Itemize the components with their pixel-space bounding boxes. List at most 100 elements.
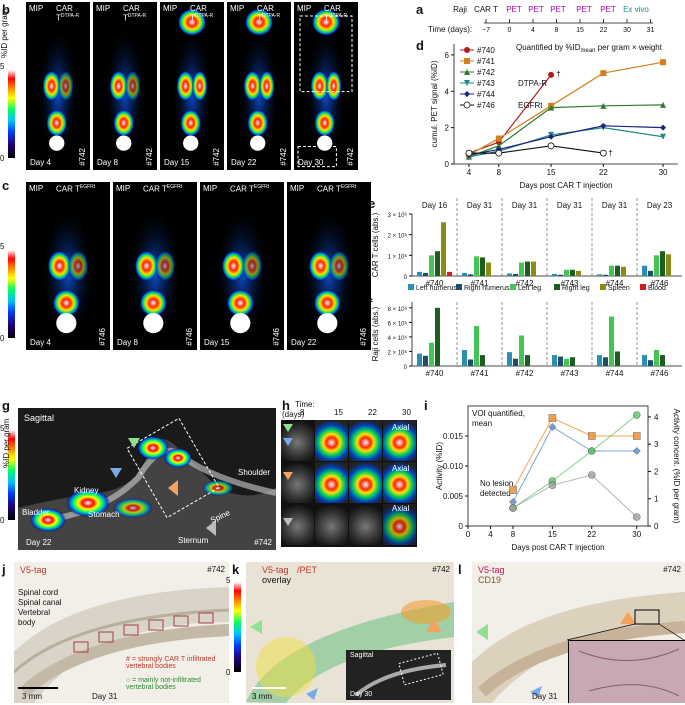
axial-cell-1-2 — [349, 462, 382, 503]
i-point-0-3 — [632, 432, 641, 440]
colorbar-b — [8, 70, 15, 158]
e-day-4: Day 31 — [602, 201, 628, 210]
d-legend-text-2: #742 — [477, 68, 495, 77]
b-mip-label-0: MIP — [29, 4, 44, 13]
e-mouse-5: #746 — [651, 279, 669, 288]
colorbar-g-unit: %ID per gram — [2, 418, 11, 468]
e-bar-3-1 — [558, 274, 563, 276]
d-series-line-5 — [468, 145, 604, 154]
b-car-label-0: CAR TDTPA-R — [56, 4, 80, 23]
l-day: Day 31 — [532, 692, 558, 701]
b-day-label-2: Day 15 — [164, 158, 190, 167]
j-day: Day 31 — [92, 692, 118, 701]
colorbar-k-min: 0 — [226, 668, 231, 677]
i-xlabel: Days post CAR T injection — [511, 543, 604, 552]
i-title-2: mean — [472, 419, 492, 428]
i-xtick-label-2: 8 — [511, 530, 516, 539]
j-label-spinal-cord: Spinal cord — [18, 588, 59, 597]
i-xtick-label-5: 30 — [632, 530, 641, 539]
axial-arrow-1 — [283, 438, 293, 446]
timeline-event-1: CAR T — [474, 5, 498, 14]
i-frame — [467, 405, 649, 527]
f-mouse-4: #744 — [606, 369, 624, 378]
i-point-3-3 — [632, 513, 641, 521]
c-scan-1: MIP CAR TEGFRt Day 8 #746 — [113, 182, 197, 350]
d-point-5-0 — [465, 149, 473, 157]
f-legend-swatch-3 — [554, 284, 560, 290]
d-xtick-label-2: 15 — [547, 168, 556, 177]
d-legend-marker-0 — [464, 47, 470, 53]
d-point-4-4 — [660, 124, 667, 131]
f-bar-5-2 — [654, 350, 659, 366]
i-ytick-label-2: 0.010 — [443, 462, 464, 471]
c-car-label-0: CAR TEGFRt — [56, 184, 96, 194]
timeline-event-6: PET — [600, 5, 616, 14]
colorbar-b-max: 5 — [0, 62, 5, 71]
f-bar-1-2 — [474, 326, 479, 366]
chart-d: 4 8 15 22 30 0 2 4 6 Days post CAR T injection cum… — [430, 43, 678, 190]
i-xtick-label-4: 22 — [587, 530, 596, 539]
f-bar-4-2 — [609, 316, 614, 366]
d-point-2-1 — [495, 142, 502, 149]
f-bar-4-3 — [615, 351, 620, 366]
f-bar-3-2 — [564, 358, 569, 366]
d-point-5-2 — [547, 142, 555, 150]
e-bar-1-0 — [462, 272, 467, 276]
f-mouse-3: #743 — [561, 369, 579, 378]
b-car-label-3: CAR TDTPA-R — [257, 4, 281, 23]
d-legend-dtpa: DTPA-R — [518, 79, 547, 88]
b-car-sup-0: DTPA-R — [60, 13, 80, 19]
panel-label-g: g — [2, 398, 10, 413]
d-ytick-label-3: 6 — [445, 51, 450, 60]
f-bar-3-3 — [570, 357, 575, 366]
d-point-4-2 — [548, 133, 555, 140]
k-id: #742 — [432, 565, 450, 574]
axial-cell-1-0 — [281, 462, 314, 503]
f-bar-0-0 — [417, 353, 422, 366]
d-legend-text-1: #741 — [477, 57, 495, 66]
i-title-1: VOI quantified, — [472, 409, 525, 418]
axial-cell-2-3 — [383, 504, 416, 545]
d-title-rest: per gram × weight — [596, 43, 663, 52]
f-bar-0-2 — [429, 342, 434, 366]
e-bar-4-4 — [621, 266, 626, 276]
c-id-label-3: #746 — [359, 328, 368, 346]
h-time-label: Time: — [295, 400, 315, 409]
d-point-3-4 — [660, 133, 667, 140]
i-series-line-1 — [512, 426, 637, 503]
h-day-1: 15 — [334, 408, 343, 417]
e-bar-0-0 — [417, 271, 422, 276]
axial-grid — [281, 420, 417, 547]
c-day-label-3: Day 22 — [291, 338, 317, 347]
e-mouse-1: #741 — [471, 279, 489, 288]
e-day-0: Day 16 — [422, 201, 448, 210]
d-ytick-label-0: 0 — [445, 160, 450, 169]
j-legend-2: ○ = mainly not-infiltrated vertebral bod… — [126, 677, 201, 691]
f-legend-text-5: Blood — [648, 285, 666, 292]
d-ytick-label-1: 2 — [445, 124, 450, 133]
j-legend-1: # = strongly CAR T infiltrated vertebral… — [126, 656, 216, 670]
k-scalebar — [252, 687, 286, 689]
f-bar-3-0 — [552, 355, 557, 366]
colorbar-c — [8, 250, 15, 338]
i-point-2-2 — [587, 447, 596, 455]
d-title-sub: mean — [580, 48, 595, 54]
i-ytick-label-0: 0 — [459, 522, 464, 531]
l-id: #742 — [663, 565, 681, 574]
h-day-3: 30 — [402, 408, 411, 417]
k-inset-view: Sagittal — [350, 652, 374, 659]
k-scale: 3 mm — [252, 692, 272, 701]
f-bar-0-1 — [423, 355, 428, 366]
i-y2tick-label-4: 4 — [654, 413, 659, 422]
timeline-day-0: −7 — [482, 27, 490, 34]
l-title-1: V5-tag — [478, 565, 505, 575]
colorbar-b-unit: %ID per gram — [0, 8, 9, 58]
i-series-line-0 — [512, 417, 637, 491]
d-point-5-1 — [495, 149, 503, 157]
f-bar-4-0 — [597, 355, 602, 366]
d-legend-text-5: #746 — [477, 101, 495, 110]
timeline-event-5: PET — [576, 5, 592, 14]
b-car-label-1: CAR TDTPA-R — [123, 4, 147, 23]
timeline-event-2: PET — [506, 5, 522, 14]
axial-label-1: Axial — [392, 423, 410, 432]
